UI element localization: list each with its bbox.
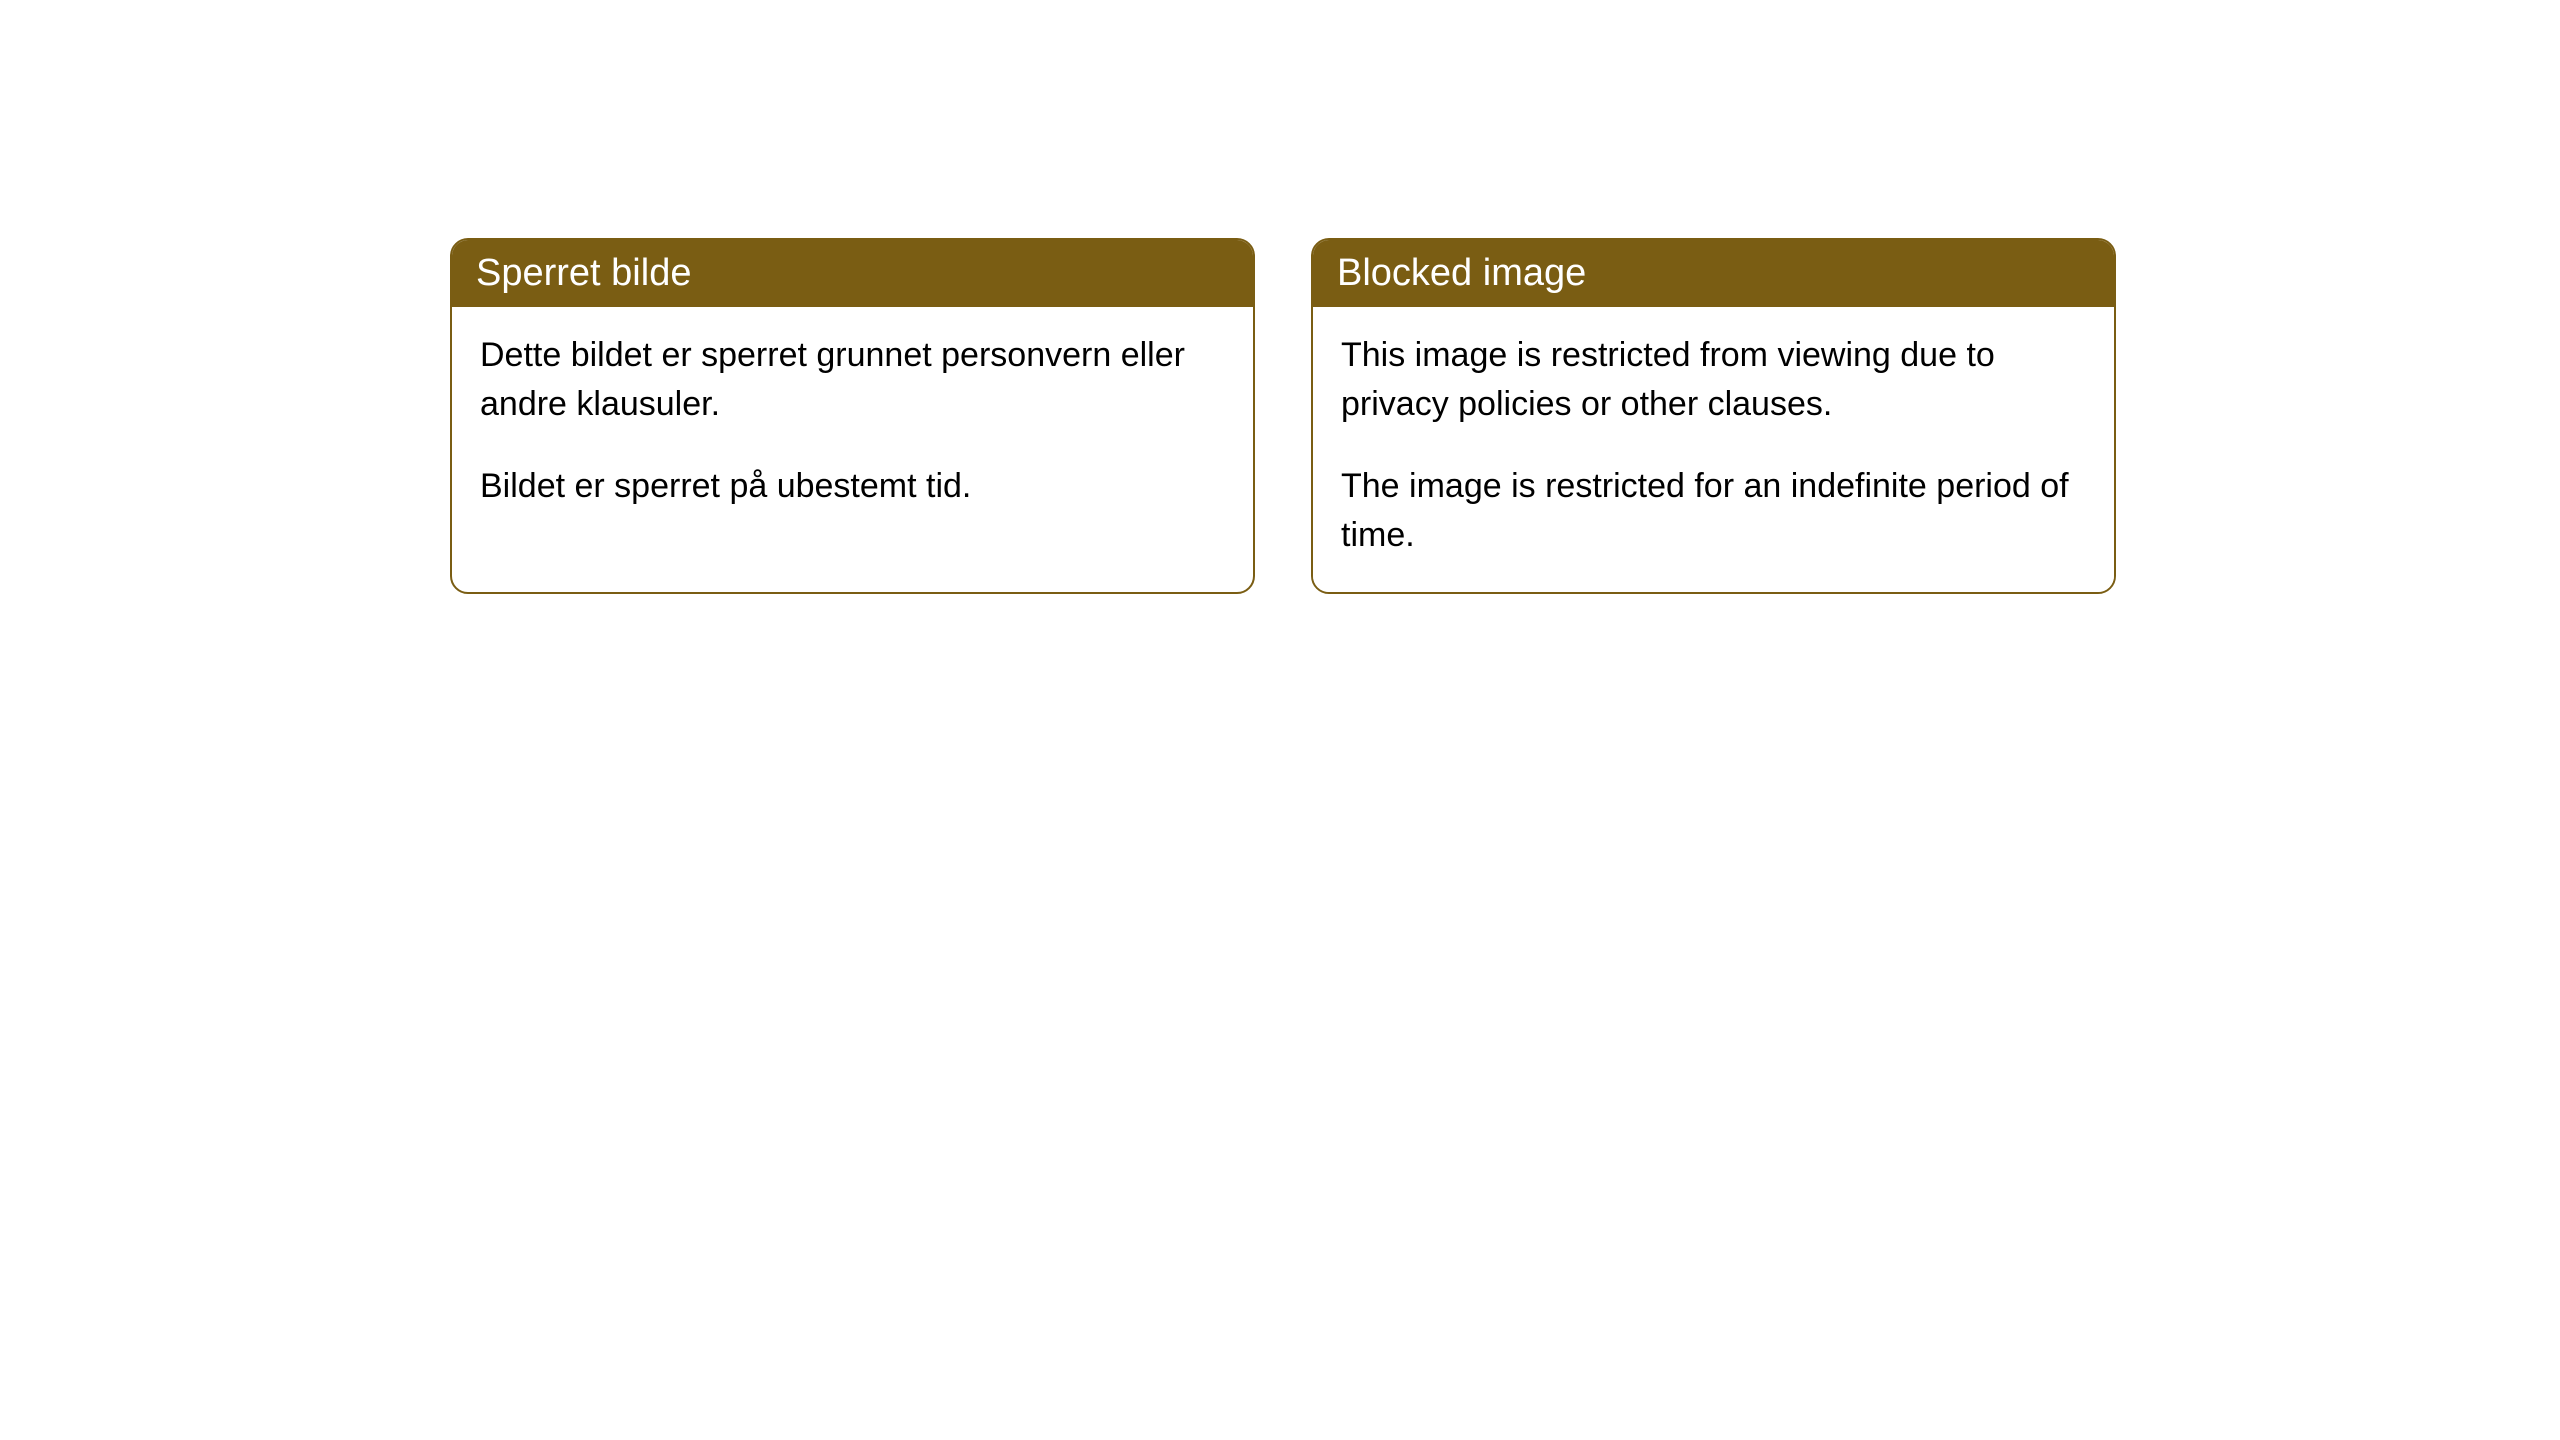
notice-card-norwegian: Sperret bilde Dette bildet er sperret gr… <box>450 238 1255 594</box>
notice-title: Blocked image <box>1337 252 1586 294</box>
notice-card-english: Blocked image This image is restricted f… <box>1311 238 2116 594</box>
notice-title: Sperret bilde <box>476 252 691 294</box>
notice-paragraph: Bildet er sperret på ubestemt tid. <box>480 462 1225 511</box>
notice-paragraph: The image is restricted for an indefinit… <box>1341 462 2086 561</box>
notice-card-header: Sperret bilde <box>452 240 1253 307</box>
notice-card-body: Dette bildet er sperret grunnet personve… <box>452 307 1253 543</box>
notice-paragraph: This image is restricted from viewing du… <box>1341 331 2086 430</box>
notice-paragraph: Dette bildet er sperret grunnet personve… <box>480 331 1225 430</box>
notice-card-header: Blocked image <box>1313 240 2114 307</box>
notice-card-body: This image is restricted from viewing du… <box>1313 307 2114 592</box>
notice-container: Sperret bilde Dette bildet er sperret gr… <box>0 0 2560 594</box>
